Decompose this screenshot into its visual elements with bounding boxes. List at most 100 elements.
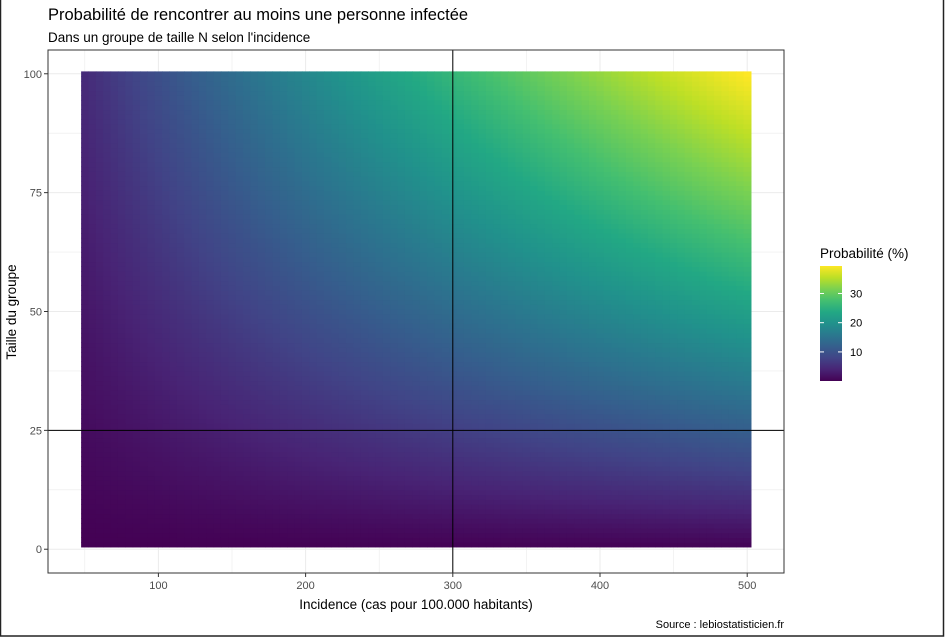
- heatmap-tile: [412, 104, 421, 111]
- heatmap-tile: [427, 166, 435, 172]
- heatmap-tile: [250, 527, 259, 534]
- heatmap-tile: [316, 499, 325, 505]
- heatmap-tile: [243, 218, 251, 225]
- heatmap-tile: [375, 128, 384, 134]
- heatmap-tile: [147, 166, 156, 172]
- heatmap-tile: [390, 342, 399, 348]
- heatmap-tile: [132, 175, 141, 182]
- heatmap-tile: [191, 399, 200, 405]
- heatmap-tile: [294, 542, 303, 548]
- heatmap-tile: [95, 261, 104, 267]
- heatmap-tile: [243, 275, 251, 282]
- heatmap-tile: [162, 242, 171, 248]
- heatmap-tile: [412, 76, 421, 82]
- heatmap-tile: [419, 90, 428, 96]
- heatmap-tile: [390, 404, 399, 410]
- heatmap-tile: [265, 114, 274, 120]
- heatmap-tile: [301, 404, 310, 410]
- heatmap-tile: [434, 480, 443, 486]
- heatmap-tile: [316, 133, 325, 139]
- heatmap-tile: [103, 123, 112, 130]
- heatmap-tile: [147, 342, 156, 348]
- heatmap-tile: [309, 95, 318, 101]
- heatmap-tile: [140, 394, 148, 401]
- heatmap-tile: [250, 347, 259, 353]
- heatmap-tile: [125, 527, 134, 534]
- heatmap-tile: [272, 408, 281, 415]
- heatmap-tile: [309, 128, 318, 134]
- heatmap-tile: [213, 280, 222, 286]
- heatmap-tile: [353, 408, 362, 415]
- heatmap-tile: [184, 290, 193, 296]
- heatmap-tile: [250, 195, 259, 201]
- heatmap-tile: [434, 166, 443, 172]
- heatmap-tile: [368, 389, 377, 396]
- heatmap-tile: [213, 394, 222, 401]
- heatmap-tile: [265, 166, 274, 172]
- heatmap-tile: [397, 399, 406, 405]
- heatmap-tile: [220, 171, 229, 177]
- heatmap-tile: [117, 432, 126, 439]
- heatmap-tile: [250, 271, 259, 277]
- heatmap-tile: [220, 294, 229, 301]
- heatmap-tile: [88, 456, 97, 462]
- heatmap-tile: [220, 485, 229, 491]
- heatmap-tile: [427, 366, 435, 372]
- heatmap-tile: [103, 375, 112, 382]
- heatmap-tile: [368, 294, 377, 301]
- heatmap-tile: [250, 532, 259, 538]
- heatmap-tile: [309, 489, 318, 496]
- heatmap-tile: [397, 147, 406, 153]
- heatmap-tile: [441, 442, 450, 448]
- heatmap-tile: [154, 190, 163, 196]
- heatmap-tile: [140, 152, 148, 158]
- heatmap-tile: [88, 195, 97, 201]
- heatmap-tile: [95, 128, 104, 134]
- heatmap-tile: [132, 104, 141, 111]
- heatmap-tile: [88, 332, 97, 339]
- heatmap-tile: [117, 294, 126, 301]
- heatmap-tile: [184, 233, 193, 239]
- heatmap-tile: [81, 95, 90, 101]
- heatmap-tile: [228, 494, 237, 500]
- heatmap-tile: [353, 209, 362, 215]
- heatmap-tile: [228, 161, 237, 168]
- heatmap-tile: [375, 123, 384, 130]
- heatmap-tile: [243, 451, 251, 458]
- heatmap-tile: [147, 332, 156, 339]
- heatmap-tile: [147, 123, 156, 130]
- heatmap-tile: [169, 470, 178, 477]
- heatmap-tile: [81, 537, 90, 543]
- heatmap-tile: [279, 242, 288, 248]
- heatmap-tile: [412, 209, 421, 215]
- heatmap-tile: [220, 185, 229, 191]
- heatmap-tile: [397, 408, 406, 415]
- heatmap-tile: [287, 171, 296, 177]
- heatmap-tile: [272, 290, 281, 296]
- heatmap-tile: [324, 104, 332, 111]
- heatmap-tile: [412, 123, 421, 130]
- heatmap-tile: [81, 347, 90, 353]
- heatmap-tile: [125, 166, 134, 172]
- heatmap-tile: [404, 442, 413, 448]
- heatmap-tile: [162, 418, 171, 424]
- heatmap-tile: [191, 147, 200, 153]
- heatmap-tile: [419, 309, 428, 315]
- heatmap-tile: [132, 475, 141, 481]
- heatmap-tile: [95, 413, 104, 420]
- heatmap-tile: [294, 142, 303, 149]
- heatmap-tile: [213, 114, 222, 120]
- heatmap-tile: [360, 475, 369, 481]
- heatmap-tile: [169, 195, 178, 201]
- heatmap-tile: [117, 513, 126, 519]
- heatmap-tile: [346, 171, 355, 177]
- heatmap-tile: [250, 389, 259, 396]
- heatmap-tile: [191, 228, 200, 234]
- heatmap-tile: [176, 361, 185, 367]
- heatmap-tile: [412, 332, 421, 339]
- heatmap-tile: [95, 337, 104, 344]
- heatmap-tile: [331, 418, 340, 424]
- heatmap-tile: [184, 99, 193, 106]
- heatmap-tile: [243, 214, 251, 220]
- heatmap-tile: [360, 351, 369, 358]
